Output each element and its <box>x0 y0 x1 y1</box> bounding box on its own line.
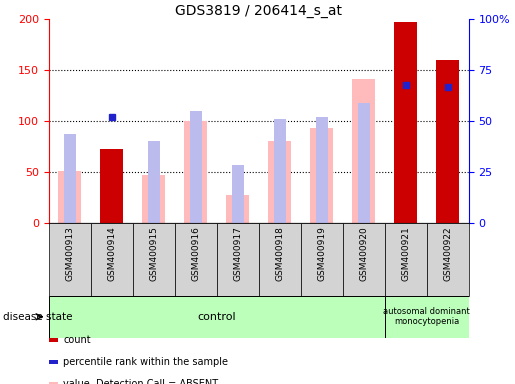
Bar <box>426 223 469 296</box>
Bar <box>442 93 454 223</box>
Text: percentile rank within the sample: percentile rank within the sample <box>63 357 228 367</box>
Bar <box>49 223 91 296</box>
Text: disease state: disease state <box>3 312 72 322</box>
Bar <box>142 175 165 223</box>
Title: GDS3819 / 206414_s_at: GDS3819 / 206414_s_at <box>175 4 342 18</box>
Text: GSM400918: GSM400918 <box>276 227 284 281</box>
Bar <box>91 223 133 296</box>
Bar <box>64 134 76 223</box>
Bar <box>133 223 175 296</box>
Bar <box>394 22 417 223</box>
Text: GSM400915: GSM400915 <box>149 227 158 281</box>
Bar <box>259 223 301 296</box>
Bar <box>343 223 385 296</box>
Text: count: count <box>63 335 91 345</box>
Bar <box>358 103 370 223</box>
Bar <box>184 121 208 223</box>
Text: GSM400920: GSM400920 <box>359 227 368 281</box>
Bar <box>232 165 244 223</box>
Text: GSM400913: GSM400913 <box>65 227 74 281</box>
Text: value, Detection Call = ABSENT: value, Detection Call = ABSENT <box>63 379 218 384</box>
Text: GSM400917: GSM400917 <box>233 227 242 281</box>
Bar <box>49 296 385 338</box>
Bar <box>148 141 160 223</box>
Bar <box>268 141 291 223</box>
Bar <box>175 223 217 296</box>
Text: GSM400916: GSM400916 <box>192 227 200 281</box>
Bar <box>58 171 81 223</box>
Bar <box>217 223 259 296</box>
Bar <box>352 79 375 223</box>
Bar <box>100 149 124 223</box>
Bar <box>274 119 286 223</box>
Bar <box>316 117 328 223</box>
Bar <box>385 223 427 296</box>
Text: GSM400919: GSM400919 <box>317 227 326 281</box>
Bar <box>385 296 469 338</box>
Bar <box>436 60 459 223</box>
Text: GSM400914: GSM400914 <box>108 227 116 281</box>
Bar <box>301 223 343 296</box>
Text: autosomal dominant
monocytopenia: autosomal dominant monocytopenia <box>383 307 470 326</box>
Bar <box>190 111 202 223</box>
Text: GSM400921: GSM400921 <box>401 227 410 281</box>
Text: GSM400922: GSM400922 <box>443 227 452 281</box>
Bar <box>310 128 333 223</box>
Text: control: control <box>197 312 236 322</box>
Bar <box>226 195 249 223</box>
